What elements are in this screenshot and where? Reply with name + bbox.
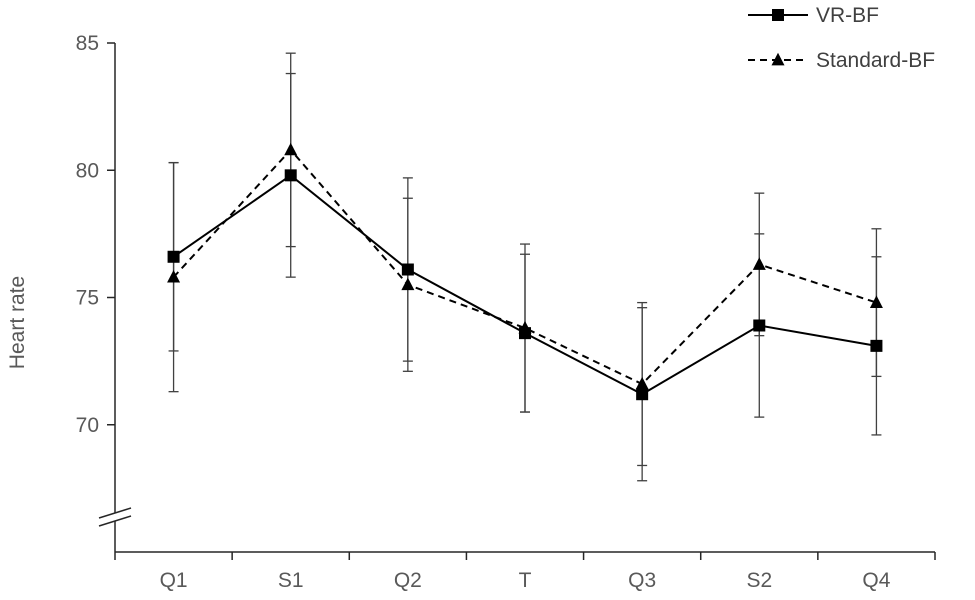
marker-standard-bf-q1 bbox=[167, 269, 181, 283]
y-tick-label-75: 75 bbox=[76, 287, 99, 310]
legend: VR-BF Standard-BF bbox=[748, 4, 935, 72]
legend-label-standard-bf: Standard-BF bbox=[816, 49, 935, 72]
marker-standard-bf-t bbox=[518, 320, 532, 334]
x-tick-label-q4: Q4 bbox=[862, 569, 890, 592]
marker-vr-bf-q4 bbox=[870, 339, 883, 352]
marker-vr-bf-q1 bbox=[167, 250, 180, 263]
labels-group: 70 75 80 85 Q1 S1 Q2 T Q3 S2 Q4 Heart rate bbox=[6, 32, 891, 592]
axes-group bbox=[98, 42, 936, 560]
x-tick-label-s1: S1 bbox=[278, 569, 304, 592]
marker-standard-bf-q3 bbox=[635, 376, 649, 390]
marker-standard-bf-q4 bbox=[869, 295, 883, 308]
x-tick-label-q3: Q3 bbox=[628, 569, 656, 592]
markers-group bbox=[167, 142, 883, 401]
x-tick-label-q2: Q2 bbox=[394, 569, 422, 592]
axis-break-slash-1 bbox=[98, 507, 132, 519]
x-tick-label-t: T bbox=[519, 569, 532, 592]
axis-break-slash-2 bbox=[98, 515, 132, 527]
axis-break-gap bbox=[101, 513, 129, 521]
legend-marker-vr-bf bbox=[772, 9, 784, 21]
x-tick-label-q1: Q1 bbox=[160, 569, 188, 592]
y-tick-label-80: 80 bbox=[76, 159, 99, 182]
marker-standard-bf-q2 bbox=[401, 277, 415, 291]
legend-label-vr-bf: VR-BF bbox=[816, 4, 879, 27]
y-tick-label-85: 85 bbox=[76, 32, 99, 55]
legend-marker-standard-bf bbox=[771, 52, 785, 66]
marker-standard-bf-s1 bbox=[284, 142, 298, 156]
marker-vr-bf-q3 bbox=[636, 388, 649, 401]
x-tick-label-s2: S2 bbox=[746, 569, 772, 592]
marker-standard-bf-s2 bbox=[752, 257, 766, 270]
y-tick-label-70: 70 bbox=[76, 414, 99, 437]
marker-vr-bf-s2 bbox=[753, 319, 766, 332]
marker-vr-bf-s1 bbox=[284, 169, 297, 182]
marker-vr-bf-q2 bbox=[401, 263, 414, 276]
error-bars-group bbox=[168, 52, 882, 482]
y-axis-title: Heart rate bbox=[6, 276, 29, 369]
